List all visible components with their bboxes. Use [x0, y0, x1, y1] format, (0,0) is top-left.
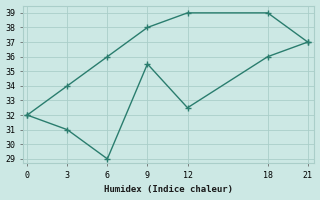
X-axis label: Humidex (Indice chaleur): Humidex (Indice chaleur): [104, 185, 233, 194]
